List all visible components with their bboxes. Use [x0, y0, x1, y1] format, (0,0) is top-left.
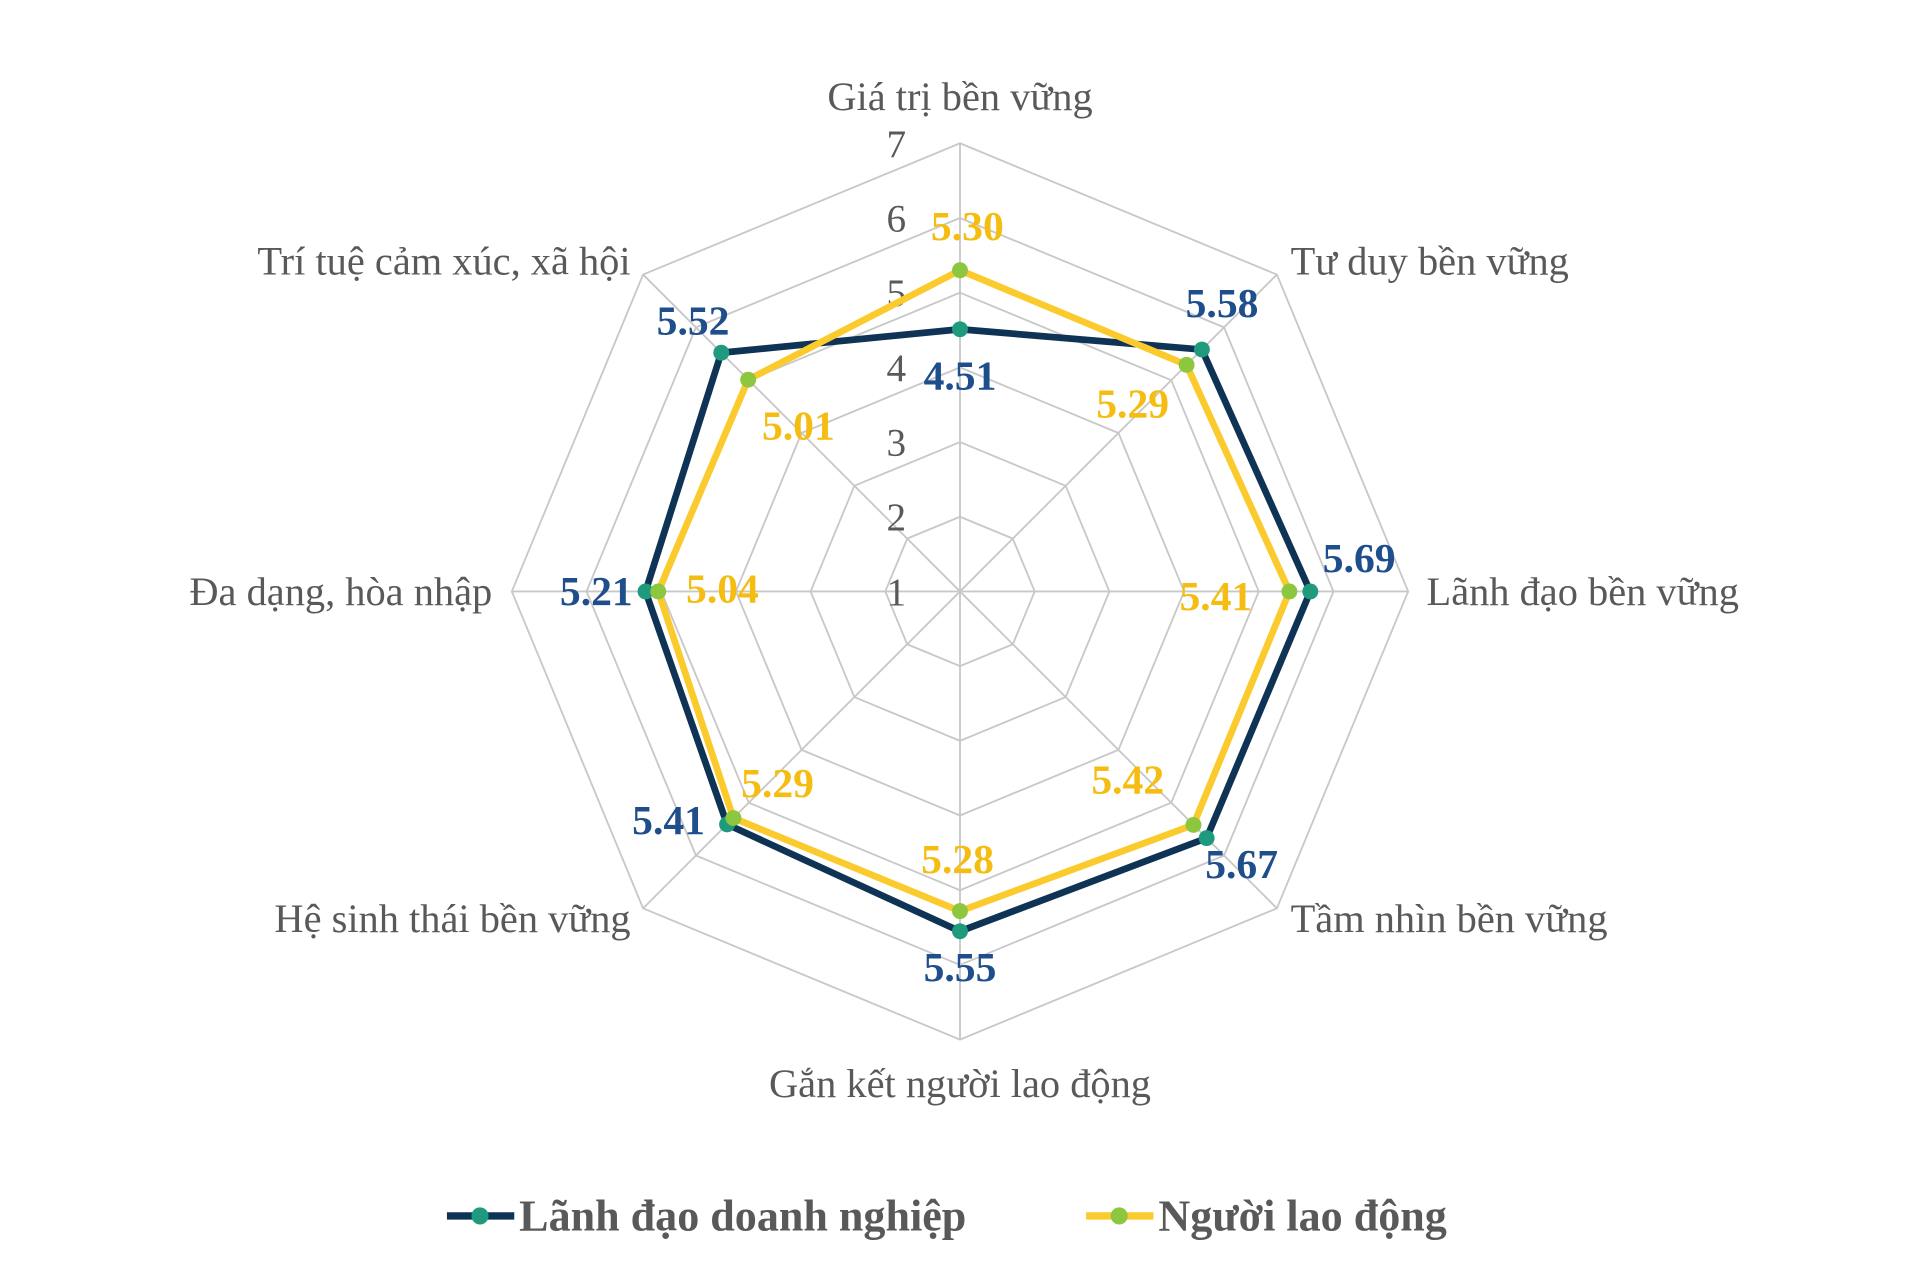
category-label: Giá trị bền vững	[827, 74, 1092, 119]
category-label: Tư duy bền vững	[1291, 238, 1569, 283]
category-label: Hệ sinh thái bền vững	[274, 896, 630, 941]
category-label: Lãnh đạo bền vững	[1427, 569, 1739, 614]
data-label: 5.01	[762, 404, 835, 450]
data-point	[650, 583, 667, 600]
category-labels: Giá trị bền vững Tư duy bền vững Lãnh đạo …	[189, 74, 1739, 1106]
grid-spoke	[642, 590, 961, 909]
category-label: Trí tuệ cảm xúc, xã hội	[257, 238, 630, 283]
data-label: 5.69	[1323, 536, 1396, 582]
data-labels: 4.51 5.58 5.69 5.67 5.55 5.41 5.21 5.52 5.30 5.29…	[560, 204, 1396, 991]
data-label: 5.21	[560, 569, 633, 615]
data-point	[725, 810, 742, 826]
data-label: 5.55	[924, 945, 997, 991]
data-point	[952, 321, 968, 338]
data-label: 5.41	[1179, 574, 1252, 620]
tick-label: 6	[887, 197, 907, 240]
data-label: 5.29	[1096, 382, 1169, 428]
legend: Lãnh đạo doanh nghiệp Người lao động	[446, 1192, 1447, 1241]
data-point	[1185, 816, 1202, 833]
grid-spoke	[959, 273, 1278, 593]
legend-item-workers[interactable]: Người lao động	[1086, 1192, 1447, 1241]
radar-grid	[510, 142, 1410, 1041]
data-label: 5.30	[931, 204, 1004, 250]
tick-label: 2	[887, 496, 907, 539]
data-point	[952, 262, 968, 279]
data-label: 5.67	[1205, 842, 1278, 888]
data-label: 5.52	[657, 298, 730, 344]
data-label: 5.04	[686, 566, 759, 612]
category-label: Gắn kết người lao động	[769, 1061, 1151, 1106]
data-label: 5.28	[921, 837, 994, 883]
data-point	[637, 583, 654, 600]
grid-spoke	[642, 273, 961, 593]
tick-label: 7	[887, 123, 907, 166]
data-point	[952, 923, 968, 940]
data-label: 4.51	[924, 353, 997, 399]
data-point	[1193, 341, 1210, 358]
legend-label-leaders: Lãnh đạo doanh nghiệp	[519, 1192, 966, 1241]
data-point	[1281, 583, 1298, 600]
data-point	[952, 903, 968, 920]
legend-item-leaders[interactable]: Lãnh đạo doanh nghiệp	[446, 1192, 966, 1241]
data-point	[1178, 356, 1195, 373]
tick-label: 1	[887, 571, 907, 614]
legend-label-workers: Người lao động	[1158, 1192, 1446, 1241]
data-point	[1198, 830, 1215, 847]
grid-spoke	[959, 590, 1278, 909]
data-label: 5.42	[1091, 757, 1164, 803]
data-label: 5.29	[741, 761, 814, 807]
series-layer	[637, 262, 1319, 940]
legend-marker-leaders	[471, 1207, 489, 1225]
data-point	[1302, 583, 1319, 600]
data-label: 5.58	[1186, 281, 1259, 327]
data-point	[713, 344, 730, 361]
category-label: Đa dạng, hòa nhập	[189, 569, 492, 614]
tick-label: 4	[887, 347, 907, 390]
legend-marker-workers	[1110, 1207, 1128, 1225]
tick-label: 3	[887, 422, 907, 465]
data-point	[740, 371, 757, 388]
category-label: Tầm nhìn bền vững	[1291, 896, 1608, 941]
data-label: 5.41	[632, 798, 705, 844]
